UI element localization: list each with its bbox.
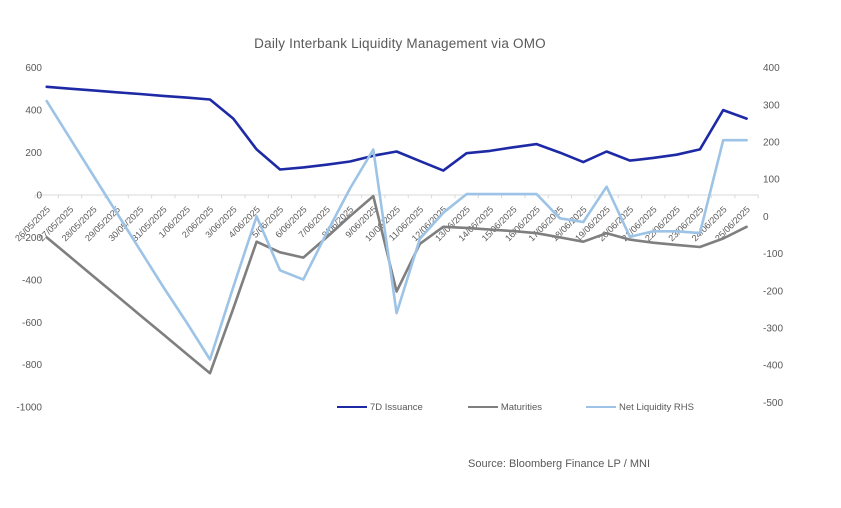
y-axis-label-left: 400 (25, 106, 42, 117)
y-axis-label-left: 600 (25, 63, 42, 74)
y-axis-label-right: -500 (763, 398, 783, 409)
legend-swatch (337, 406, 367, 408)
y-axis-label-right: 200 (763, 138, 780, 149)
y-axis-label-right: -200 (763, 286, 783, 297)
y-axis-label-right: 100 (763, 175, 780, 186)
chart-legend: 7D Issuance Maturities Net Liquidity RHS (337, 400, 694, 414)
legend-item-net-liquidity-rhs: Net Liquidity RHS (586, 402, 694, 413)
y-axis-label-right: -100 (763, 249, 783, 260)
y-axis-label-left: -400 (22, 275, 42, 286)
y-axis-label-right: -300 (763, 323, 783, 334)
series-line-maturities (45, 194, 748, 375)
y-axis-label-left: -200 (22, 233, 42, 244)
y-axis-label-right: 300 (763, 100, 780, 111)
y-axis-label-right: 400 (763, 63, 780, 74)
legend-item-7d-issuance: 7D Issuance (337, 402, 423, 413)
legend-swatch (586, 406, 616, 408)
y-axis-label-left: -1000 (16, 403, 42, 414)
y-axis-label-left: -600 (22, 318, 42, 329)
legend-label: 7D Issuance (370, 401, 423, 413)
y-axis-label-left: 0 (36, 191, 42, 202)
y-axis-label-right: -400 (763, 361, 783, 372)
legend-label: Net Liquidity RHS (619, 401, 694, 413)
y-axis-label-left: 200 (25, 148, 42, 159)
series-line-net-liquidity-rhs (45, 99, 748, 361)
y-axis-label-right: 0 (763, 212, 769, 223)
legend-item-maturities: Maturities (467, 401, 542, 413)
y-axis-label-left: -800 (22, 360, 42, 371)
source-attribution: Source: Bloomberg Finance LP / MNI (468, 458, 650, 470)
legend-swatch (467, 406, 498, 408)
chart-title: Daily Interbank Liquidity Management via… (254, 36, 546, 51)
series-line-7d-issuance (45, 85, 748, 172)
legend-label: Maturities (500, 401, 542, 413)
